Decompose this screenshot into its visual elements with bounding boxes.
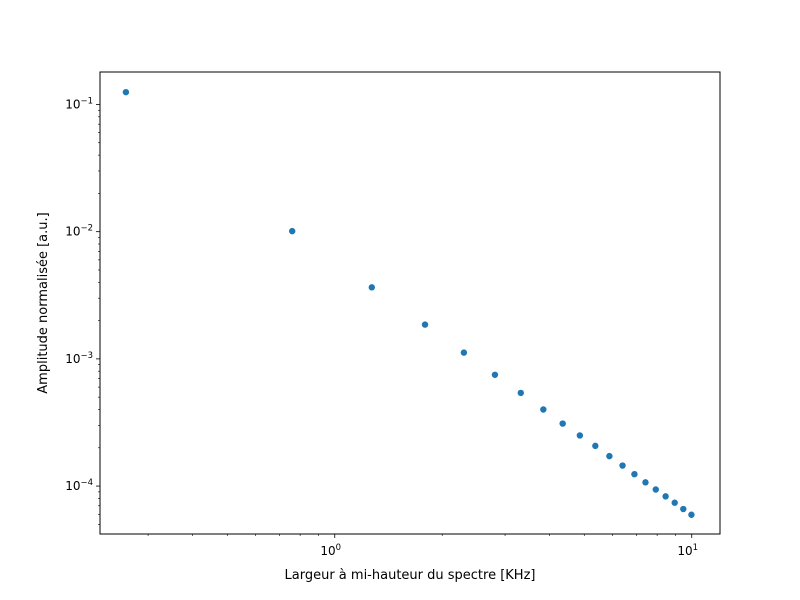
- data-point: [460, 349, 468, 356]
- data-point: [421, 321, 429, 328]
- y-axis-label: Amplitude normalisée [a.u.]: [36, 212, 51, 393]
- data-point: [642, 479, 649, 486]
- y-tick-label: 10−3: [65, 351, 93, 366]
- y-tick-label: 10−2: [65, 224, 93, 239]
- data-point: [540, 406, 547, 413]
- data-point: [662, 493, 669, 500]
- y-tick-label: 10−4: [65, 478, 93, 493]
- data-point: [619, 462, 626, 469]
- data-point: [671, 499, 678, 506]
- data-point: [631, 470, 638, 478]
- minor-ticks: [98, 109, 676, 536]
- x-axis-label: Largeur à mi-hauteur du spectre [KHz]: [285, 568, 536, 583]
- data-point: [576, 432, 584, 439]
- data-point: [368, 284, 376, 291]
- data-points: [122, 88, 695, 518]
- data-point: [680, 505, 687, 513]
- data-point: [288, 227, 296, 235]
- data-point: [491, 371, 499, 378]
- x-tick-label: 101: [677, 543, 698, 558]
- data-point: [559, 420, 566, 427]
- data-point: [606, 452, 613, 460]
- data-point: [688, 511, 695, 518]
- data-point: [517, 389, 524, 397]
- x-tick-label: 100: [320, 543, 341, 558]
- data-point: [592, 442, 599, 450]
- major-ticks: 100 101 10−4 10−3 10−2 10−1: [65, 96, 698, 558]
- data-point: [122, 88, 130, 96]
- y-tick-label: 10−1: [65, 96, 93, 111]
- plot-frame: [99, 71, 721, 535]
- data-point: [652, 486, 659, 493]
